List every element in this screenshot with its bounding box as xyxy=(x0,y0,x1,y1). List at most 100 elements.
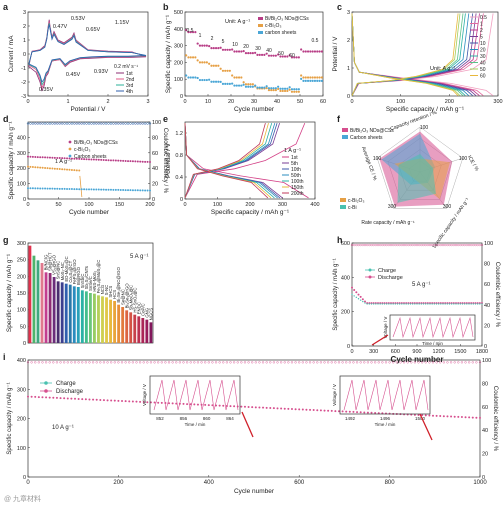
panel-d-capacity-point xyxy=(131,189,134,192)
panel-e-xlabel: Specific capacity / mAh g⁻¹ xyxy=(211,209,290,216)
panel-d-capacity-point xyxy=(73,188,76,191)
panel-c-ytick-label: 2 xyxy=(347,38,350,44)
panel-g-bar-label: MoS₂-NC xyxy=(60,262,65,280)
panel-d-ce-point xyxy=(107,122,110,125)
panel-b-point-Bi/Bi₂O₃ NDs@CSs xyxy=(214,47,218,50)
panel-i-ce-point xyxy=(431,361,435,364)
panel-e-legend-label: 5th xyxy=(291,161,298,167)
panel-e-xtick-label: 100 xyxy=(213,202,222,208)
panel-i-discharge-point xyxy=(269,407,272,410)
panel-e-legend-label: 10th xyxy=(291,167,301,173)
panel-b-point-c-Bi₂O₃ xyxy=(212,64,215,67)
panel-b-point-carbon sheets xyxy=(214,80,218,83)
panel-i-discharge-point xyxy=(435,414,438,417)
panel-h-charge-point xyxy=(453,303,455,305)
panel-h-ce-point xyxy=(422,243,425,247)
panel-b-point-carbon sheets xyxy=(265,85,268,88)
panel-h-ce-point xyxy=(381,243,384,247)
panel-i-ce-point xyxy=(287,361,290,364)
panel-h-charge-point xyxy=(474,303,477,305)
panel-i-xtick-label: 800 xyxy=(385,480,396,486)
panel-i-discharge-point xyxy=(316,409,319,412)
panel-d-capacity-point xyxy=(107,188,110,191)
panel-d-y2tick-label: 60 xyxy=(152,151,158,157)
panel-a-ytick-label: -2 xyxy=(21,80,26,86)
panel-d-capacity-point xyxy=(134,189,137,192)
panel-b-point-Bi/Bi₂O₃ NDs@CSs xyxy=(224,48,227,51)
panel-i-ce-point xyxy=(446,361,449,364)
panel-d-capacity-point xyxy=(144,189,147,192)
panel-g-bar xyxy=(141,318,145,343)
panel-d-capacity-point xyxy=(41,166,44,169)
panel-i-discharge-point xyxy=(92,398,95,401)
panel-g-bar xyxy=(56,281,60,343)
panel-i-ce-point xyxy=(34,361,37,364)
panel-b-point-carbon sheets xyxy=(254,84,257,87)
panel-d-ce-point xyxy=(114,122,117,125)
panel-d-capacity-point xyxy=(97,188,100,191)
panel-d-ce-point xyxy=(36,122,39,125)
panel-b-point-Bi/Bi₂O₃ NDs@CSs xyxy=(281,55,284,58)
panel-i-discharge-point xyxy=(366,411,369,414)
panel-b-point-c-Bi₂O₃ xyxy=(231,74,234,77)
panel-d-capacity-point xyxy=(139,160,142,163)
panel-g-bar xyxy=(68,284,72,343)
panel-h-ce-point xyxy=(363,243,367,247)
panel-i-discharge-point xyxy=(356,411,359,414)
panel-i-discharge-point xyxy=(453,415,456,418)
panel-d-ce-point xyxy=(126,122,130,125)
panel-d-y2tick-label: 20 xyxy=(152,182,158,188)
panel-h-charge-point xyxy=(418,303,420,305)
panel-i-ce-point xyxy=(258,361,261,364)
panel-i-discharge-point xyxy=(442,415,445,418)
panel-g-bar xyxy=(32,255,36,343)
panel-e-discharge-curve xyxy=(184,123,283,199)
panel-b-point-Bi/Bi₂O₃ NDs@CSs xyxy=(201,44,204,47)
panel-b-point-Bi/Bi₂O₃ NDs@CSs xyxy=(244,52,248,55)
panel-f-legend-swatch xyxy=(340,198,346,202)
panel-h-xtick-label: 1200 xyxy=(433,349,445,355)
panel-d-ce-point xyxy=(124,122,127,125)
panel-i-ce-point xyxy=(88,361,91,364)
panel-h-ce-point xyxy=(435,243,438,247)
panel-i-discharge-point xyxy=(218,404,221,407)
panel-h-charge-point xyxy=(372,303,375,305)
panel-i-ce-point xyxy=(355,361,359,364)
panel-h-charge-point xyxy=(401,303,403,305)
panel-i-ce-point xyxy=(392,361,395,364)
panel-i-discharge-point xyxy=(345,410,348,413)
panel-i-discharge-point xyxy=(135,400,138,403)
panel-d-ce-point xyxy=(146,122,149,125)
panel-h-xtick-label: 1500 xyxy=(454,349,466,355)
panel-h-ytick-label: 200 xyxy=(341,310,350,316)
panel-g-bar xyxy=(40,263,44,343)
panel-d-rate-label: 1 A g⁻¹ xyxy=(55,159,72,165)
panel-b-point-Bi/Bi₂O₃ NDs@CSs xyxy=(203,44,206,47)
panel-b-point-Bi/Bi₂O₃ NDs@CSs xyxy=(263,53,266,56)
panel-i-inset-xtick: 1500 xyxy=(415,416,426,421)
panel-d-ytick-label: 400 xyxy=(17,135,26,141)
panel-h-charge-point xyxy=(383,303,386,305)
panel-h-inset-curve xyxy=(392,316,474,339)
panel-h-ce-point xyxy=(457,243,460,247)
panel-d-y2tick-label: 40 xyxy=(152,166,158,172)
panel-f-axis-label: Rate capacity / mAh g⁻¹ xyxy=(361,220,415,226)
panel-b-point-c-Bi₂O₃ xyxy=(251,83,254,86)
panel-b-point-carbon sheets xyxy=(256,86,259,89)
panel-b-point-c-Bi₂O₃ xyxy=(306,76,310,79)
panel-h-ce-point xyxy=(359,243,362,247)
panel-d-capacity-point xyxy=(92,188,95,191)
panel-i-discharge-point xyxy=(272,407,275,410)
panel-i-discharge-point xyxy=(280,407,283,410)
panel-g-bar-label: This work xyxy=(32,243,37,262)
panel-i-discharge-point xyxy=(74,397,77,400)
panel-g-ytick-label: 100 xyxy=(17,308,26,314)
panel-d-ce-point xyxy=(87,122,91,125)
panel-b-point-c-Bi₂O₃ xyxy=(316,76,319,79)
panel-h-charge-point xyxy=(351,293,353,296)
panel-i-ytick-label: 200 xyxy=(17,417,26,423)
panel-d-capacity-point xyxy=(53,156,56,159)
panel-e-discharge-curve xyxy=(184,123,275,199)
panel-i-ce-point xyxy=(294,361,297,364)
panel-i-ce-point xyxy=(30,361,33,364)
